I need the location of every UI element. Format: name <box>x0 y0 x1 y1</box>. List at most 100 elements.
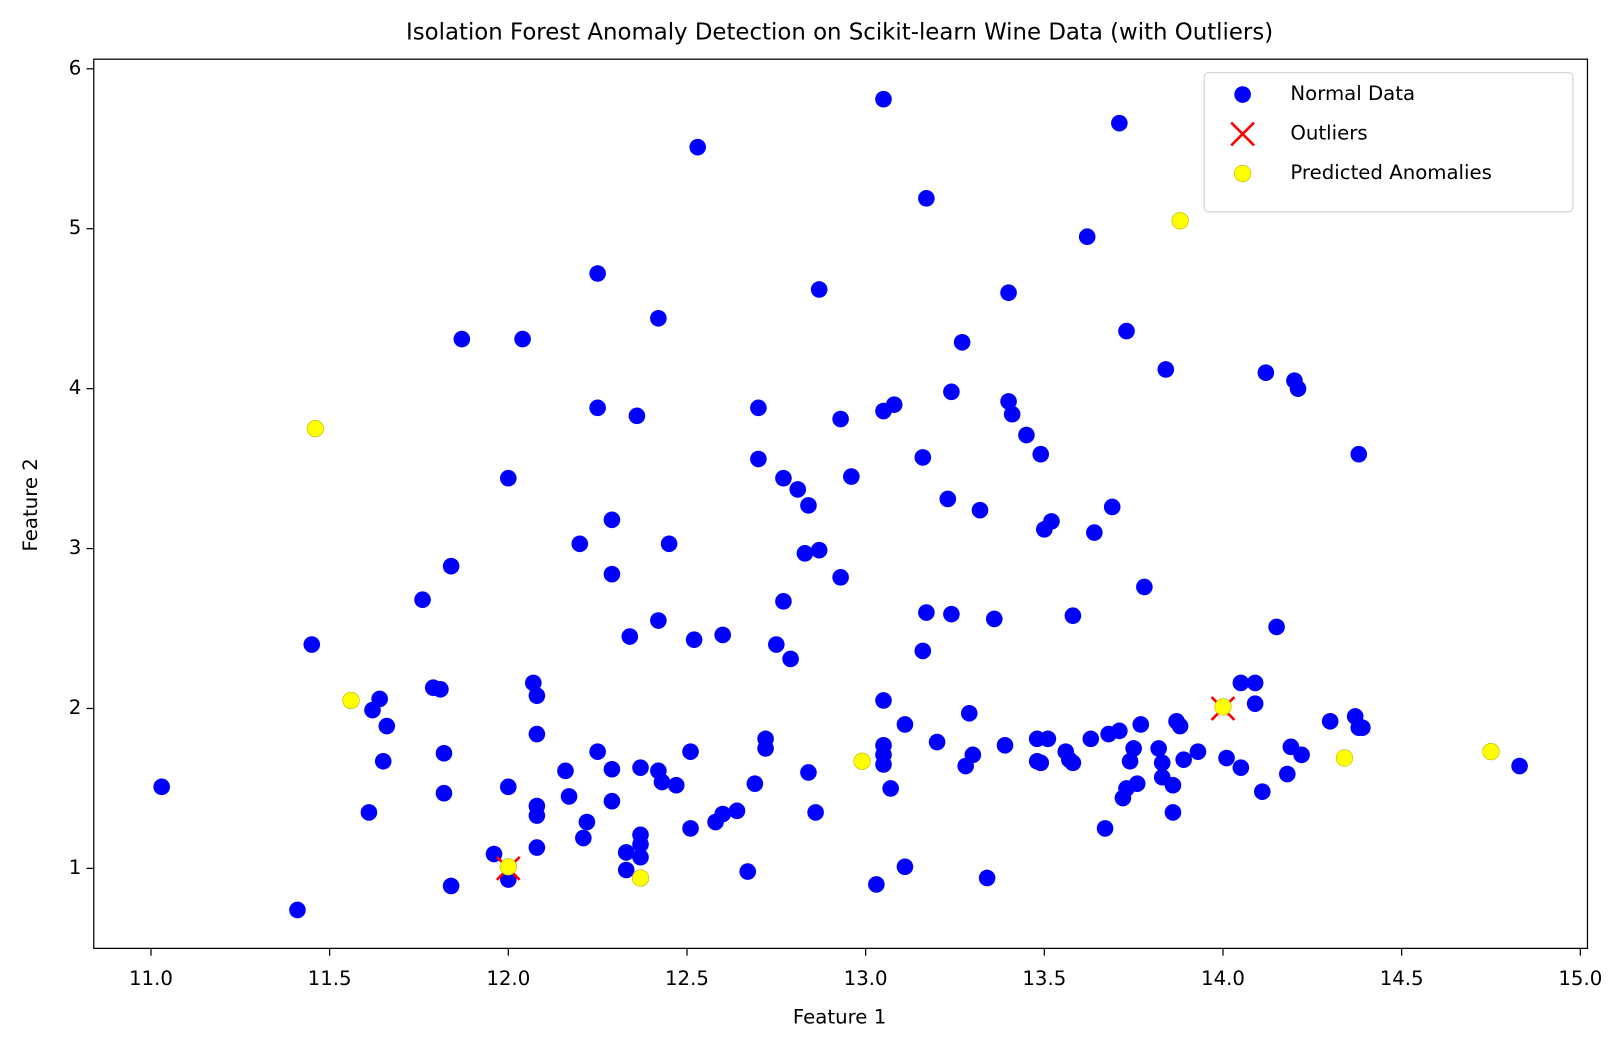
point <box>342 691 360 710</box>
y-axis-label: Feature 2 <box>19 458 42 551</box>
point <box>374 752 392 770</box>
point <box>971 501 989 519</box>
point <box>689 138 706 156</box>
point <box>632 836 649 853</box>
point <box>914 449 932 466</box>
point <box>1321 712 1339 730</box>
point <box>575 829 592 847</box>
point <box>1278 765 1296 783</box>
point <box>589 265 606 282</box>
point <box>628 407 646 425</box>
point <box>667 776 685 794</box>
point <box>1511 757 1528 775</box>
point <box>603 511 621 529</box>
point <box>875 90 892 108</box>
point <box>807 804 824 821</box>
point <box>789 481 807 498</box>
point <box>1078 228 1096 246</box>
point <box>1064 754 1082 772</box>
point <box>964 746 982 764</box>
point <box>775 469 792 487</box>
point <box>757 740 774 757</box>
point <box>1118 322 1135 340</box>
point <box>632 759 649 776</box>
point <box>985 610 1003 628</box>
point <box>1218 749 1235 767</box>
point <box>843 468 860 485</box>
point <box>978 869 996 887</box>
point <box>528 807 546 824</box>
point <box>1136 578 1153 596</box>
point <box>1018 426 1035 444</box>
point <box>868 876 885 893</box>
point <box>632 848 649 866</box>
point <box>528 687 546 704</box>
point <box>589 399 606 417</box>
point <box>996 736 1014 754</box>
point <box>1111 722 1128 740</box>
point <box>1039 730 1057 748</box>
point <box>1257 364 1275 381</box>
legend-box <box>1203 72 1574 213</box>
x-tick-label: 13.0 <box>844 967 888 990</box>
point <box>1003 405 1021 423</box>
x-tick-label: 11.0 <box>129 967 173 990</box>
point <box>1125 740 1142 757</box>
point <box>1032 445 1050 463</box>
point <box>1232 674 1250 692</box>
point <box>1350 445 1368 463</box>
y-tick-label: 5 <box>69 216 82 239</box>
legend-label: Predicted Anomalies <box>1290 161 1492 184</box>
point <box>653 773 671 791</box>
point <box>631 869 650 887</box>
point <box>746 775 764 792</box>
point <box>1482 743 1500 761</box>
point <box>928 733 946 751</box>
plot-frame <box>93 58 1589 949</box>
point <box>578 813 596 831</box>
point <box>1189 743 1207 760</box>
point <box>617 861 635 879</box>
point <box>1354 719 1371 736</box>
point <box>914 642 932 660</box>
point <box>682 820 699 837</box>
point <box>810 281 828 298</box>
legend-marker <box>1230 121 1255 147</box>
point <box>1043 513 1060 530</box>
point <box>1253 783 1271 800</box>
point <box>1153 754 1171 772</box>
point <box>953 333 971 351</box>
point <box>810 541 828 559</box>
point <box>918 604 935 621</box>
point <box>1150 740 1167 757</box>
point <box>882 780 899 797</box>
point <box>557 762 574 780</box>
point <box>524 674 542 692</box>
point <box>685 631 703 649</box>
x-tick-label: 15.0 <box>1558 967 1602 990</box>
point <box>767 636 785 653</box>
point <box>1132 716 1150 733</box>
point <box>1000 284 1017 301</box>
x-axis-label: Feature 1 <box>793 1005 886 1028</box>
x-tick-label: 14.5 <box>1380 967 1424 990</box>
point <box>1171 212 1189 230</box>
x-tick-label: 12.5 <box>665 967 709 990</box>
point <box>1103 498 1121 516</box>
point <box>571 535 589 553</box>
legend-label: Normal Data <box>1290 82 1415 105</box>
legend-marker <box>1233 164 1252 183</box>
point <box>603 792 621 810</box>
point <box>1114 789 1132 807</box>
point <box>1111 114 1128 132</box>
point <box>617 844 635 861</box>
series <box>306 212 1500 887</box>
point <box>528 725 546 743</box>
point <box>885 396 903 413</box>
point <box>1335 749 1354 767</box>
point <box>1164 776 1182 794</box>
chart-title: Isolation Forest Anomaly Detection on Sc… <box>406 20 1273 46</box>
point <box>603 760 621 778</box>
point <box>896 716 914 733</box>
point <box>603 565 621 583</box>
